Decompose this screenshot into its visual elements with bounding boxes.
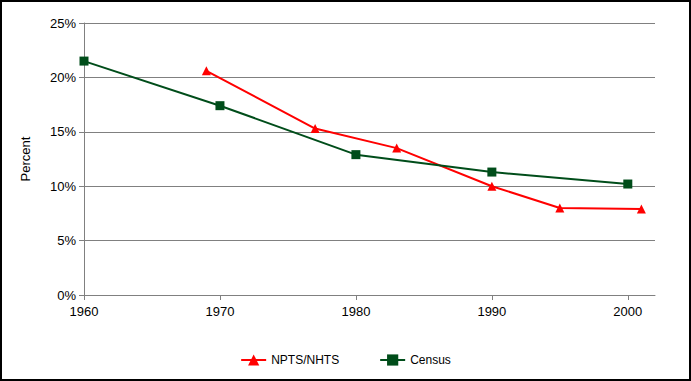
svg-text:15%: 15% <box>50 124 76 139</box>
svg-text:1970: 1970 <box>205 304 234 319</box>
svg-text:20%: 20% <box>50 70 76 85</box>
svg-text:10%: 10% <box>50 179 76 194</box>
svg-text:2000: 2000 <box>613 304 642 319</box>
svg-text:1990: 1990 <box>477 304 506 319</box>
svg-text:NPTS/NHTS: NPTS/NHTS <box>271 353 339 367</box>
svg-text:1960: 1960 <box>70 304 99 319</box>
svg-text:0%: 0% <box>57 288 76 303</box>
svg-text:Census: Census <box>410 353 451 367</box>
svg-text:Percent: Percent <box>18 136 33 181</box>
svg-text:25%: 25% <box>50 16 76 31</box>
svg-text:1980: 1980 <box>341 304 370 319</box>
svg-text:5%: 5% <box>57 233 76 248</box>
